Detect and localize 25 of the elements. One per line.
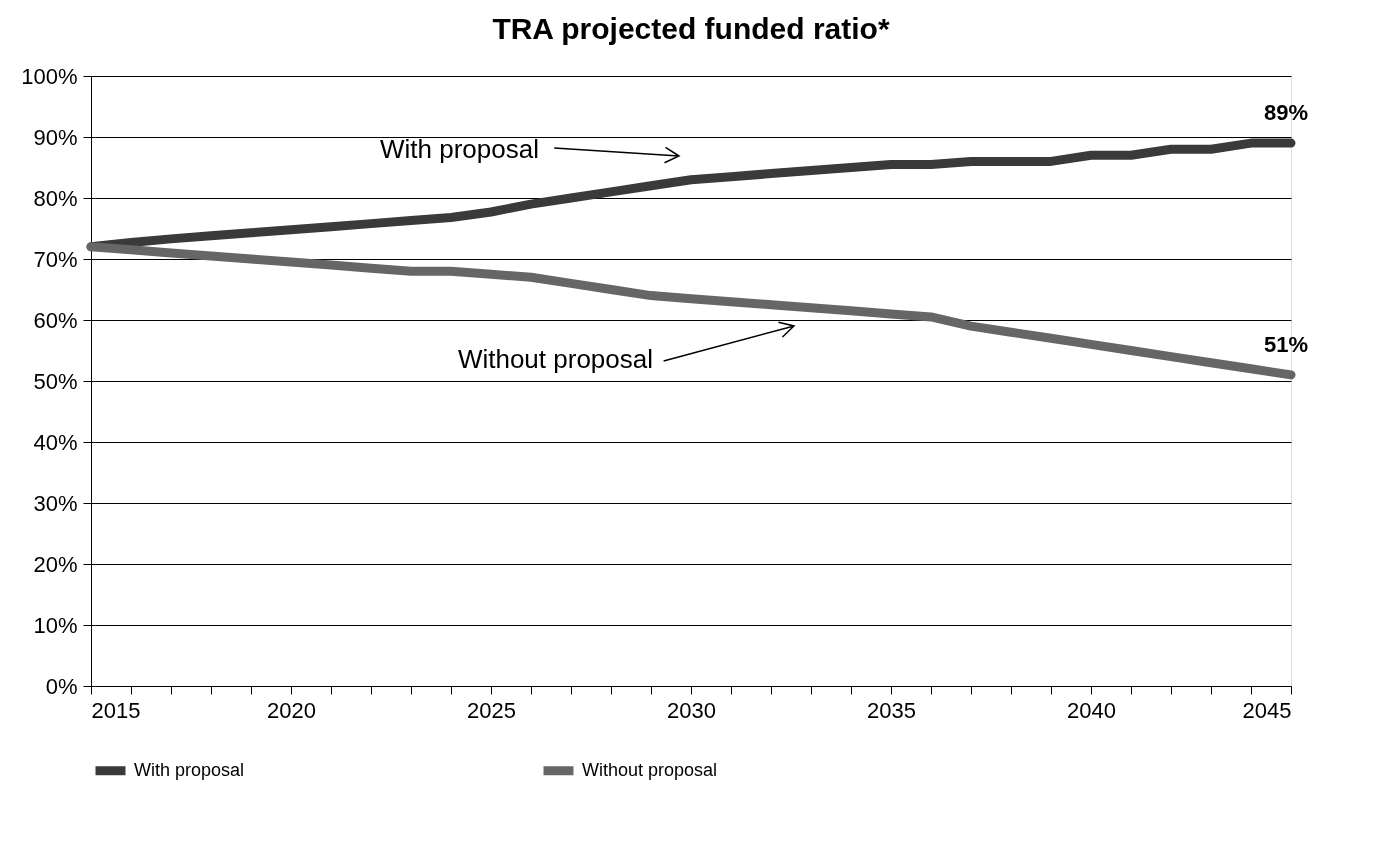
x-tick-label: 2030 xyxy=(667,697,716,723)
annotation: Without proposal xyxy=(457,344,653,374)
chart-title: TRA projected funded ratio* xyxy=(492,12,890,45)
x-tick-label: 2040 xyxy=(1067,697,1116,723)
y-tick-label: 60% xyxy=(33,307,78,333)
x-tick-label: 2045 xyxy=(1242,697,1292,723)
y-tick-label: 0% xyxy=(45,673,78,699)
y-tick-label: 20% xyxy=(33,551,78,577)
y-tick-label: 10% xyxy=(33,612,78,638)
x-tick-label: 2025 xyxy=(467,697,516,723)
x-tick-label: 2035 xyxy=(867,697,916,723)
y-tick-label: 50% xyxy=(33,368,78,394)
x-tick-label: 2015 xyxy=(91,697,141,723)
legend-label: Without proposal xyxy=(582,759,718,780)
legend-label: With proposal xyxy=(134,759,245,780)
y-tick-label: 30% xyxy=(33,490,78,516)
data-label: 51% xyxy=(1263,331,1309,357)
y-tick-label: 80% xyxy=(33,185,78,211)
data-label: 89% xyxy=(1263,100,1309,126)
y-tick-label: 100% xyxy=(21,63,78,89)
y-tick-label: 90% xyxy=(33,124,78,150)
y-tick-label: 70% xyxy=(33,246,78,272)
y-tick-label: 40% xyxy=(33,429,78,455)
annotation: With proposal xyxy=(380,134,539,164)
x-tick-label: 2020 xyxy=(267,697,316,723)
